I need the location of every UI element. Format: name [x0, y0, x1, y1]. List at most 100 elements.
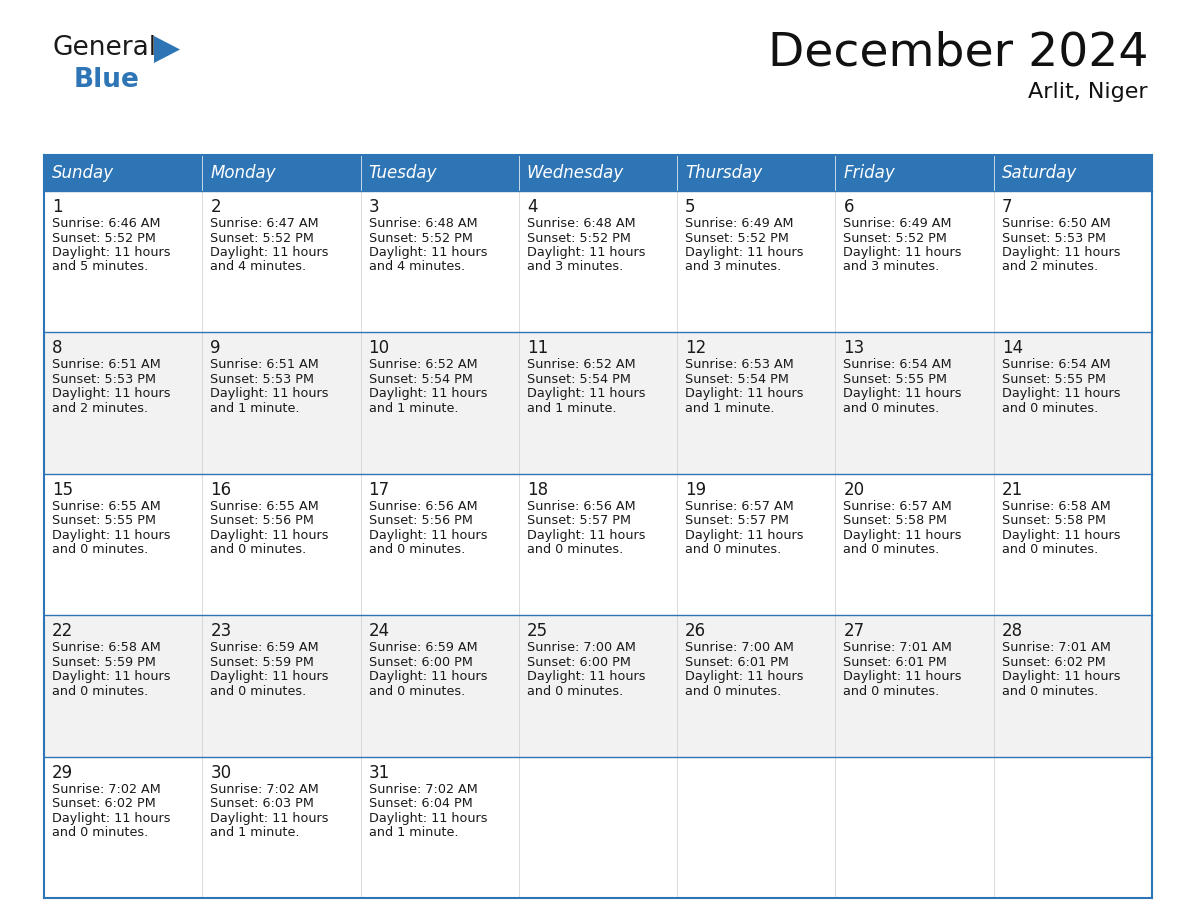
- Text: Sunrise: 6:51 AM: Sunrise: 6:51 AM: [52, 358, 160, 372]
- Text: 15: 15: [52, 481, 74, 498]
- Text: and 3 minutes.: and 3 minutes.: [685, 261, 782, 274]
- Text: Sunrise: 6:57 AM: Sunrise: 6:57 AM: [843, 499, 952, 513]
- Text: Sunrise: 6:52 AM: Sunrise: 6:52 AM: [368, 358, 478, 372]
- Text: Tuesday: Tuesday: [368, 164, 437, 182]
- Bar: [677, 191, 835, 332]
- Text: Daylight: 11 hours: Daylight: 11 hours: [526, 387, 645, 400]
- Text: Sunrise: 6:59 AM: Sunrise: 6:59 AM: [210, 641, 318, 655]
- Bar: [993, 615, 1152, 756]
- Text: 6: 6: [843, 198, 854, 216]
- Text: Sunset: 5:54 PM: Sunset: 5:54 PM: [368, 373, 473, 386]
- Text: Sunrise: 6:53 AM: Sunrise: 6:53 AM: [685, 358, 794, 372]
- Bar: [835, 332, 993, 474]
- Text: Sunset: 5:52 PM: Sunset: 5:52 PM: [526, 231, 631, 244]
- Bar: [361, 756, 519, 898]
- Bar: [677, 332, 835, 474]
- Bar: [202, 756, 361, 898]
- Text: 20: 20: [843, 481, 865, 498]
- Bar: [202, 615, 361, 756]
- Text: 18: 18: [526, 481, 548, 498]
- Text: Daylight: 11 hours: Daylight: 11 hours: [368, 529, 487, 542]
- Text: Daylight: 11 hours: Daylight: 11 hours: [368, 246, 487, 259]
- Text: Sunset: 6:01 PM: Sunset: 6:01 PM: [685, 655, 789, 668]
- Bar: [993, 191, 1152, 332]
- Bar: [519, 191, 677, 332]
- Text: and 5 minutes.: and 5 minutes.: [52, 261, 148, 274]
- Text: 14: 14: [1001, 340, 1023, 357]
- Text: 21: 21: [1001, 481, 1023, 498]
- Text: Daylight: 11 hours: Daylight: 11 hours: [843, 670, 962, 683]
- Text: Sunrise: 6:57 AM: Sunrise: 6:57 AM: [685, 499, 794, 513]
- Text: Wednesday: Wednesday: [526, 164, 624, 182]
- Bar: [835, 191, 993, 332]
- Text: 1: 1: [52, 198, 63, 216]
- Text: Sunset: 5:52 PM: Sunset: 5:52 PM: [52, 231, 156, 244]
- Text: Daylight: 11 hours: Daylight: 11 hours: [843, 529, 962, 542]
- Text: Daylight: 11 hours: Daylight: 11 hours: [843, 387, 962, 400]
- Text: 12: 12: [685, 340, 707, 357]
- Text: and 0 minutes.: and 0 minutes.: [210, 543, 307, 556]
- Text: 24: 24: [368, 622, 390, 640]
- Text: 9: 9: [210, 340, 221, 357]
- Text: Sunset: 6:00 PM: Sunset: 6:00 PM: [526, 655, 631, 668]
- Text: Sunset: 5:58 PM: Sunset: 5:58 PM: [1001, 514, 1106, 527]
- Text: Sunrise: 6:52 AM: Sunrise: 6:52 AM: [526, 358, 636, 372]
- Bar: [835, 615, 993, 756]
- Text: Daylight: 11 hours: Daylight: 11 hours: [368, 387, 487, 400]
- Text: Daylight: 11 hours: Daylight: 11 hours: [52, 529, 171, 542]
- Text: Sunset: 5:52 PM: Sunset: 5:52 PM: [685, 231, 789, 244]
- Text: Blue: Blue: [74, 67, 140, 93]
- Text: Sunset: 6:02 PM: Sunset: 6:02 PM: [52, 797, 156, 810]
- Text: Sunset: 5:53 PM: Sunset: 5:53 PM: [210, 373, 315, 386]
- Text: and 0 minutes.: and 0 minutes.: [1001, 685, 1098, 698]
- Text: Sunrise: 7:02 AM: Sunrise: 7:02 AM: [52, 783, 160, 796]
- Text: Daylight: 11 hours: Daylight: 11 hours: [526, 246, 645, 259]
- Text: Daylight: 11 hours: Daylight: 11 hours: [685, 246, 803, 259]
- Bar: [361, 474, 519, 615]
- Text: and 0 minutes.: and 0 minutes.: [843, 543, 940, 556]
- Text: Daylight: 11 hours: Daylight: 11 hours: [843, 246, 962, 259]
- Text: 17: 17: [368, 481, 390, 498]
- Text: Daylight: 11 hours: Daylight: 11 hours: [210, 812, 329, 824]
- Text: and 0 minutes.: and 0 minutes.: [368, 543, 465, 556]
- Text: and 0 minutes.: and 0 minutes.: [52, 685, 148, 698]
- Text: and 0 minutes.: and 0 minutes.: [210, 685, 307, 698]
- Text: and 0 minutes.: and 0 minutes.: [526, 685, 624, 698]
- Text: Daylight: 11 hours: Daylight: 11 hours: [210, 246, 329, 259]
- Text: and 1 minute.: and 1 minute.: [368, 826, 459, 839]
- Text: Daylight: 11 hours: Daylight: 11 hours: [526, 670, 645, 683]
- Text: Monday: Monday: [210, 164, 276, 182]
- Text: Sunrise: 6:51 AM: Sunrise: 6:51 AM: [210, 358, 320, 372]
- Text: 4: 4: [526, 198, 537, 216]
- Text: and 4 minutes.: and 4 minutes.: [210, 261, 307, 274]
- Text: 19: 19: [685, 481, 707, 498]
- Text: Sunrise: 6:55 AM: Sunrise: 6:55 AM: [52, 499, 160, 513]
- Text: and 1 minute.: and 1 minute.: [210, 402, 299, 415]
- Bar: [519, 615, 677, 756]
- Bar: [202, 332, 361, 474]
- Text: Daylight: 11 hours: Daylight: 11 hours: [685, 387, 803, 400]
- Text: and 0 minutes.: and 0 minutes.: [526, 543, 624, 556]
- Text: Sunset: 5:55 PM: Sunset: 5:55 PM: [1001, 373, 1106, 386]
- Bar: [44, 332, 202, 474]
- Text: Sunset: 6:03 PM: Sunset: 6:03 PM: [210, 797, 314, 810]
- Text: Sunset: 5:55 PM: Sunset: 5:55 PM: [843, 373, 947, 386]
- Text: 31: 31: [368, 764, 390, 781]
- Text: Daylight: 11 hours: Daylight: 11 hours: [685, 529, 803, 542]
- Text: Sunrise: 6:50 AM: Sunrise: 6:50 AM: [1001, 217, 1111, 230]
- Text: Daylight: 11 hours: Daylight: 11 hours: [52, 670, 171, 683]
- Text: Saturday: Saturday: [1001, 164, 1078, 182]
- Bar: [519, 756, 677, 898]
- Text: Daylight: 11 hours: Daylight: 11 hours: [52, 246, 171, 259]
- Text: and 0 minutes.: and 0 minutes.: [52, 543, 148, 556]
- Text: and 3 minutes.: and 3 minutes.: [526, 261, 624, 274]
- Text: 8: 8: [52, 340, 63, 357]
- Text: Sunrise: 6:49 AM: Sunrise: 6:49 AM: [685, 217, 794, 230]
- Text: Sunrise: 6:54 AM: Sunrise: 6:54 AM: [1001, 358, 1111, 372]
- Text: 28: 28: [1001, 622, 1023, 640]
- Bar: [44, 756, 202, 898]
- Text: Sunday: Sunday: [52, 164, 114, 182]
- Text: Sunrise: 6:54 AM: Sunrise: 6:54 AM: [843, 358, 952, 372]
- Text: 5: 5: [685, 198, 696, 216]
- Text: Sunset: 5:52 PM: Sunset: 5:52 PM: [843, 231, 947, 244]
